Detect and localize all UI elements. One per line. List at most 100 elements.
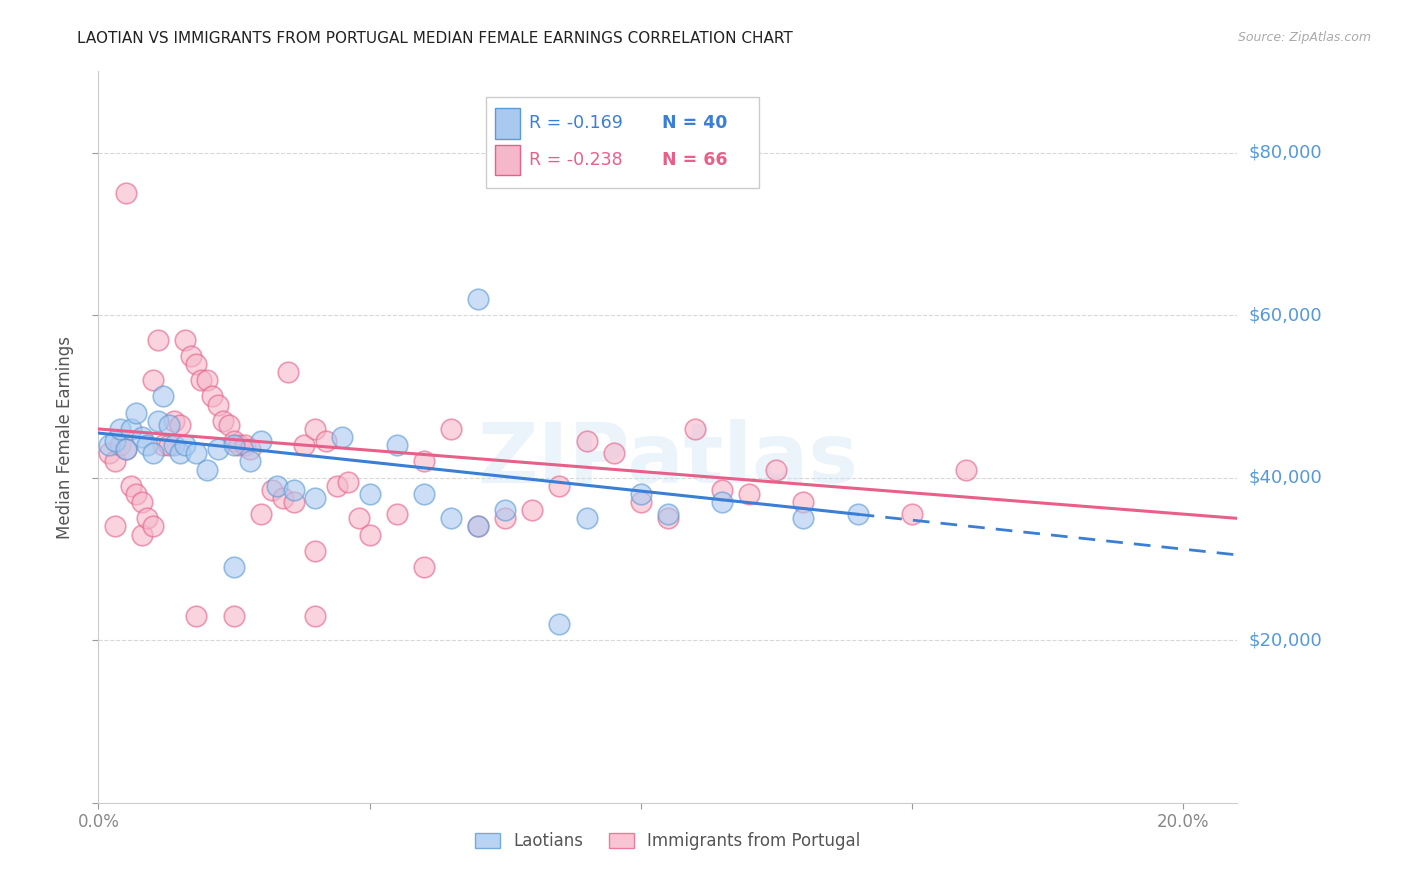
Point bbox=[114, 442, 136, 457]
Point bbox=[131, 495, 153, 509]
Point bbox=[332, 430, 354, 444]
Point bbox=[467, 519, 489, 533]
Point bbox=[602, 446, 624, 460]
Text: $80,000: $80,000 bbox=[1249, 144, 1322, 161]
Point bbox=[163, 414, 186, 428]
Point bbox=[142, 446, 165, 460]
FancyBboxPatch shape bbox=[485, 97, 759, 188]
Point bbox=[222, 608, 245, 623]
FancyBboxPatch shape bbox=[495, 145, 520, 175]
Point bbox=[955, 462, 977, 476]
Point bbox=[711, 495, 734, 509]
Point bbox=[98, 438, 121, 452]
Point bbox=[711, 483, 734, 497]
Point bbox=[157, 438, 180, 452]
Point bbox=[326, 479, 349, 493]
Point bbox=[174, 333, 197, 347]
Point bbox=[104, 434, 127, 449]
Point bbox=[304, 544, 326, 558]
Point bbox=[412, 560, 434, 574]
Point bbox=[233, 438, 256, 452]
Point bbox=[108, 438, 131, 452]
Point bbox=[792, 495, 814, 509]
Point bbox=[630, 487, 652, 501]
Point bbox=[304, 608, 326, 623]
Point bbox=[195, 462, 218, 476]
Point bbox=[184, 446, 207, 460]
Point bbox=[260, 483, 283, 497]
Point bbox=[294, 438, 316, 452]
Point bbox=[114, 186, 136, 201]
Point bbox=[359, 527, 381, 541]
Y-axis label: Median Female Earnings: Median Female Earnings bbox=[56, 335, 75, 539]
Point bbox=[522, 503, 544, 517]
Point bbox=[169, 417, 191, 432]
Text: LAOTIAN VS IMMIGRANTS FROM PORTUGAL MEDIAN FEMALE EARNINGS CORRELATION CHART: LAOTIAN VS IMMIGRANTS FROM PORTUGAL MEDI… bbox=[77, 31, 793, 46]
Point bbox=[152, 438, 174, 452]
Point bbox=[575, 511, 598, 525]
Point bbox=[738, 487, 761, 501]
Point bbox=[467, 292, 489, 306]
Point bbox=[108, 422, 131, 436]
Point bbox=[494, 511, 516, 525]
Point bbox=[125, 406, 148, 420]
Point bbox=[184, 608, 207, 623]
Point bbox=[846, 508, 869, 522]
Text: Source: ZipAtlas.com: Source: ZipAtlas.com bbox=[1237, 31, 1371, 45]
Point bbox=[548, 617, 571, 632]
Point bbox=[174, 438, 197, 452]
Text: R = -0.238: R = -0.238 bbox=[529, 151, 623, 169]
Point bbox=[146, 414, 169, 428]
Point bbox=[146, 333, 169, 347]
Point bbox=[271, 491, 294, 505]
Point bbox=[207, 398, 229, 412]
Point bbox=[412, 454, 434, 468]
Point bbox=[222, 560, 245, 574]
Point bbox=[283, 495, 305, 509]
Point bbox=[467, 519, 489, 533]
Text: ZIPatlas: ZIPatlas bbox=[478, 418, 858, 500]
Text: $20,000: $20,000 bbox=[1249, 632, 1322, 649]
Point bbox=[283, 483, 305, 497]
FancyBboxPatch shape bbox=[495, 108, 520, 138]
Text: N = 40: N = 40 bbox=[662, 114, 727, 132]
Point bbox=[120, 422, 142, 436]
Point bbox=[190, 373, 212, 387]
Point bbox=[195, 373, 218, 387]
Point bbox=[336, 475, 359, 489]
Point bbox=[250, 508, 273, 522]
Point bbox=[901, 508, 924, 522]
Point bbox=[120, 479, 142, 493]
Point bbox=[792, 511, 814, 525]
Point bbox=[163, 438, 186, 452]
Point bbox=[239, 454, 262, 468]
Point bbox=[657, 508, 679, 522]
Point bbox=[125, 487, 148, 501]
Point bbox=[152, 389, 174, 403]
Point bbox=[765, 462, 787, 476]
Point bbox=[114, 442, 136, 457]
Point bbox=[304, 491, 326, 505]
Text: N = 66: N = 66 bbox=[662, 151, 728, 169]
Point bbox=[104, 454, 127, 468]
Point bbox=[385, 508, 408, 522]
Text: $60,000: $60,000 bbox=[1249, 306, 1322, 324]
Point bbox=[207, 442, 229, 457]
Point bbox=[440, 422, 463, 436]
Point bbox=[683, 422, 706, 436]
Point bbox=[222, 434, 245, 449]
Point bbox=[575, 434, 598, 449]
Point bbox=[494, 503, 516, 517]
Point bbox=[184, 357, 207, 371]
Point bbox=[131, 430, 153, 444]
Point bbox=[250, 434, 273, 449]
Point bbox=[104, 519, 127, 533]
Point bbox=[657, 511, 679, 525]
Point bbox=[440, 511, 463, 525]
Point bbox=[222, 438, 245, 452]
Point bbox=[630, 495, 652, 509]
Point bbox=[412, 487, 434, 501]
Point bbox=[212, 414, 235, 428]
Point bbox=[142, 519, 165, 533]
Point bbox=[228, 438, 250, 452]
